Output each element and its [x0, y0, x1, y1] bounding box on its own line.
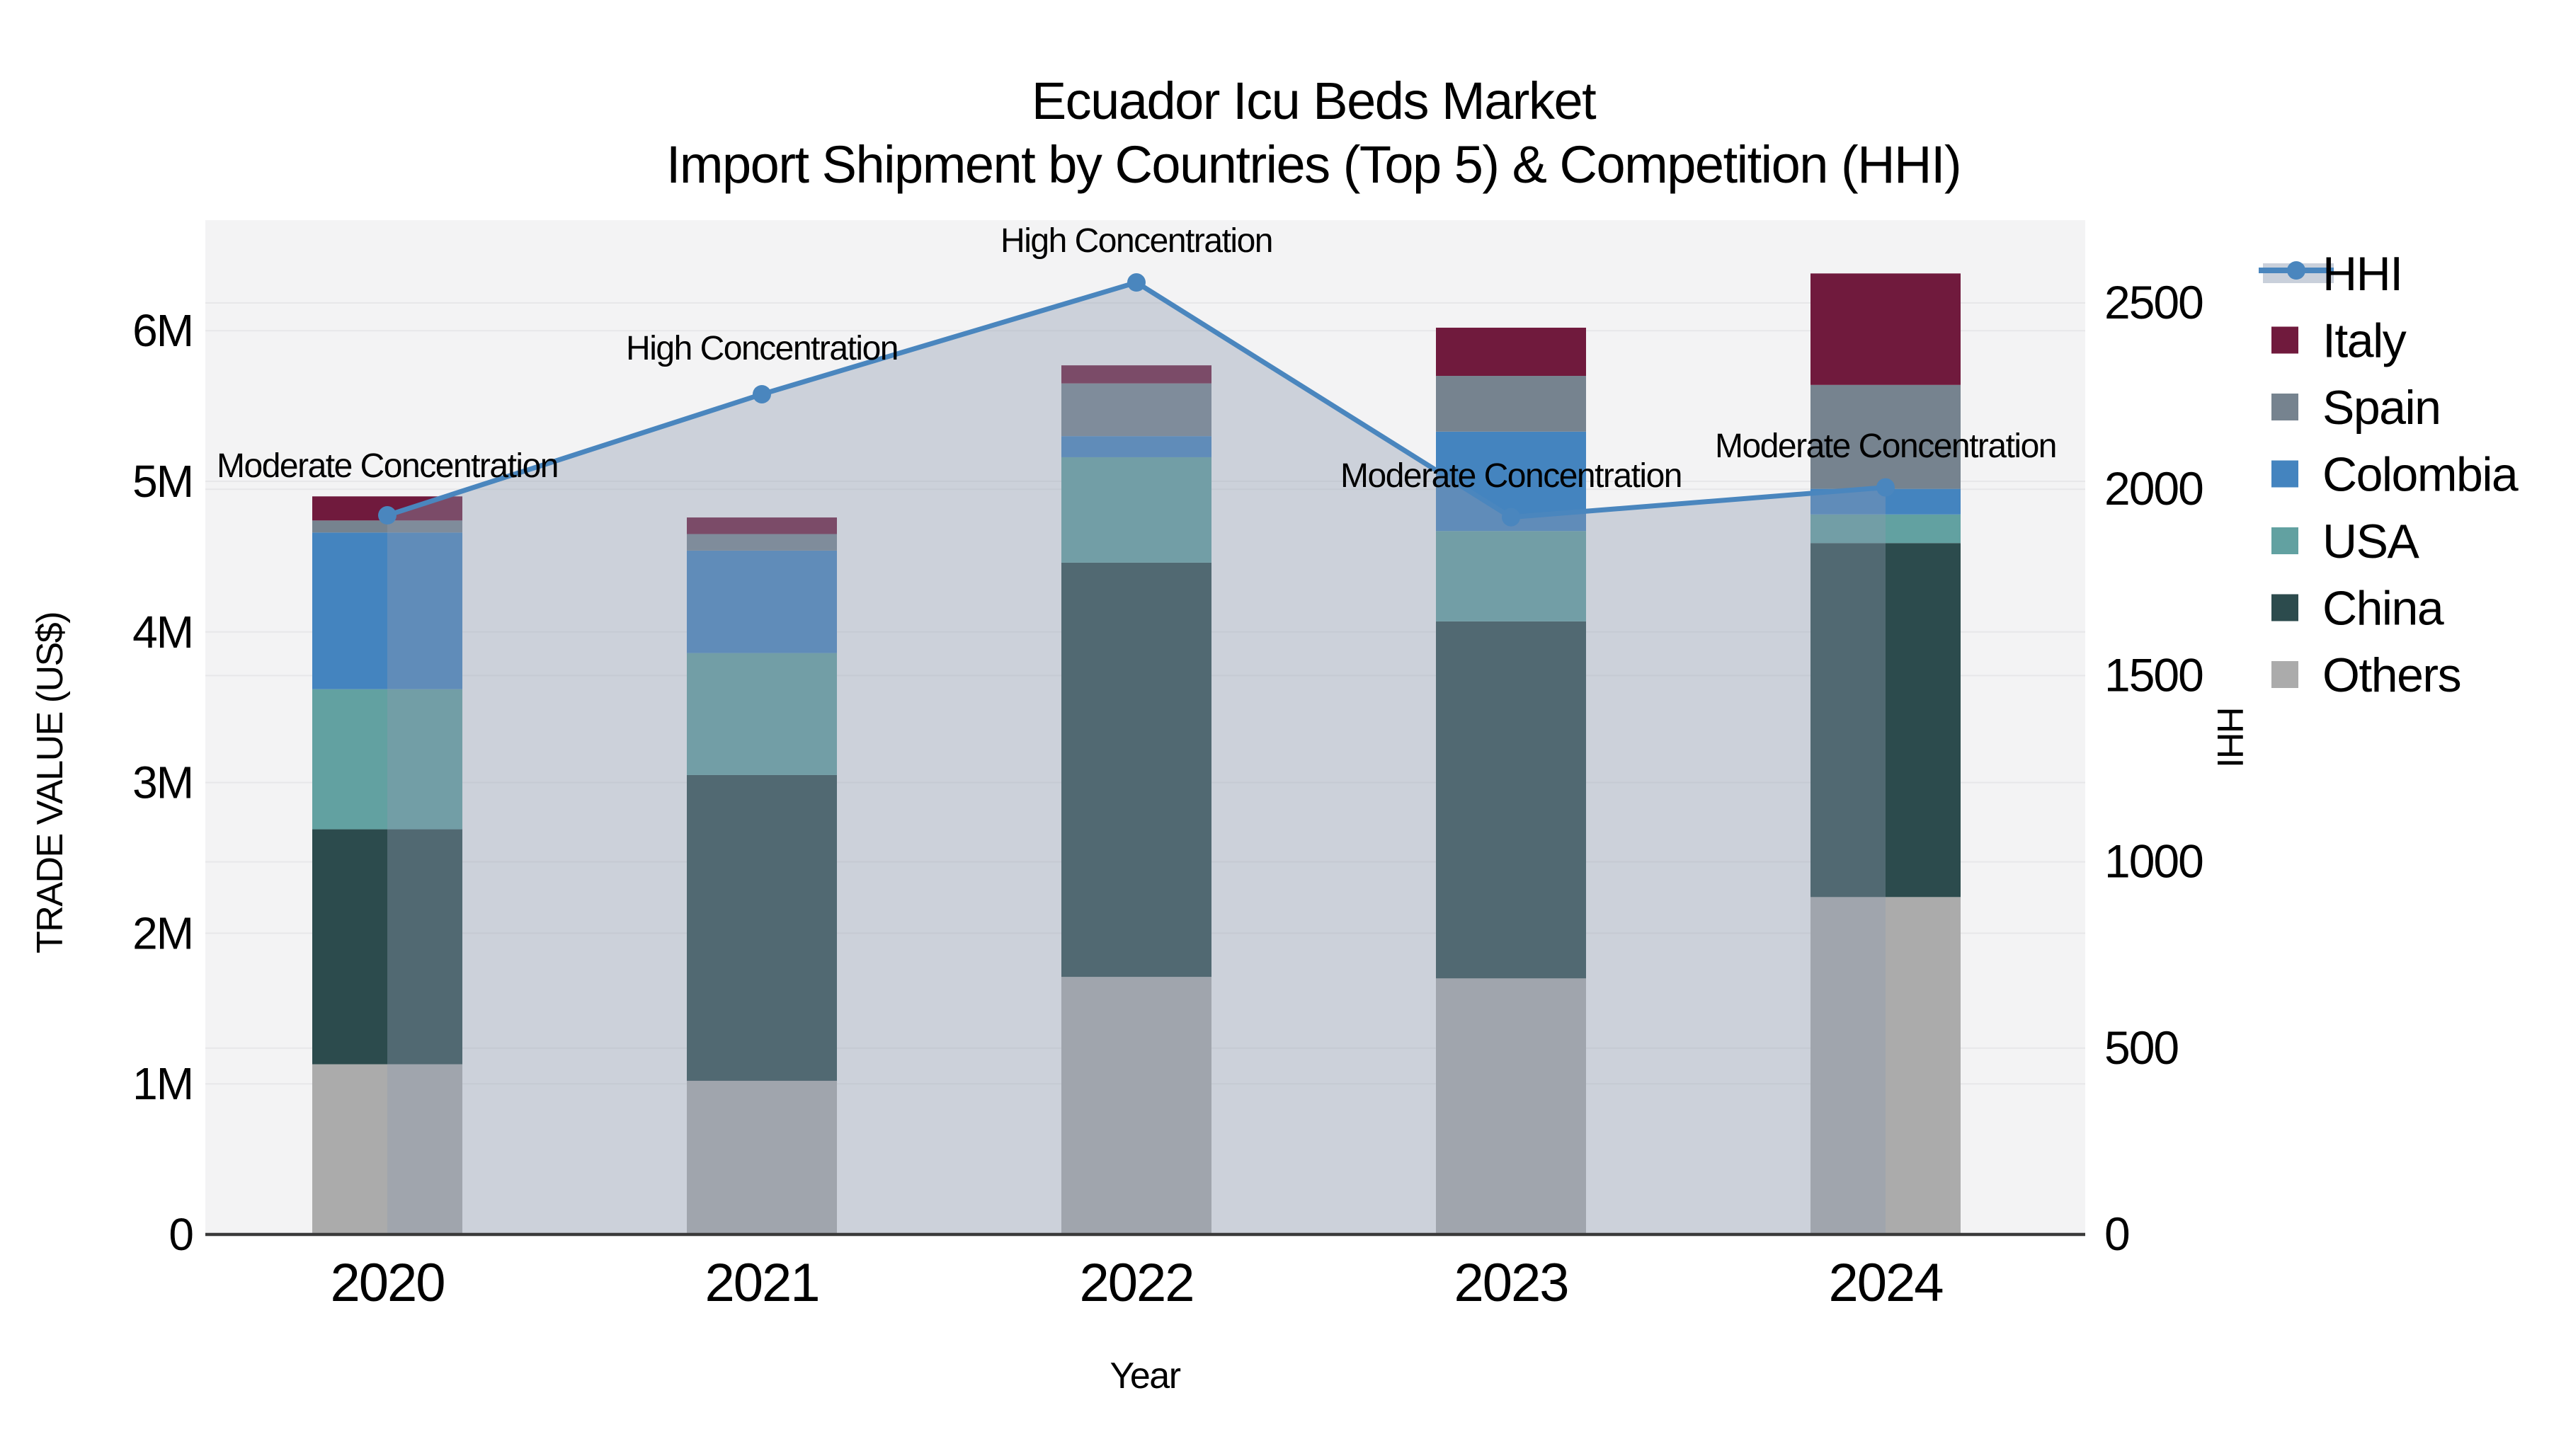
- y-left-tick: 0: [169, 1209, 193, 1260]
- legend-swatch-others: [2271, 661, 2298, 688]
- hhi-marker-2023[interactable]: [1502, 508, 1520, 527]
- bar-2024-spain[interactable]: [1810, 384, 1961, 489]
- chart-subtitle: Import Shipment by Countries (Top 5) & C…: [666, 135, 1961, 194]
- legend-label: Others: [2322, 648, 2460, 702]
- y-left-tick: 4M: [132, 607, 193, 658]
- bar-2021-usa[interactable]: [687, 653, 837, 775]
- bar-2020-colombia[interactable]: [312, 532, 462, 689]
- y-right-tick: 1000: [2104, 835, 2203, 888]
- chart-title: Ecuador Icu Beds Market: [1032, 71, 1597, 130]
- bar-2024-italy[interactable]: [1810, 273, 1961, 385]
- legend-label: Colombia: [2322, 448, 2519, 502]
- bar-2021-italy[interactable]: [687, 517, 837, 534]
- y-left-tick: 5M: [132, 456, 193, 507]
- bar-2023-italy[interactable]: [1436, 327, 1586, 377]
- y-left-tick: 3M: [132, 757, 193, 808]
- y-left-tick: 6M: [132, 305, 193, 356]
- legend-item-spain[interactable]: Spain: [2271, 381, 2441, 435]
- y-right-ticks: 0 500 1000 1500 2000 2500: [2104, 276, 2204, 1260]
- bar-2021-china[interactable]: [687, 774, 837, 1081]
- y-right-axis-title: HHI: [2209, 706, 2250, 767]
- y-left-tick: 2M: [132, 907, 193, 958]
- legend-swatch-italy: [2271, 326, 2298, 354]
- bar-2020-usa[interactable]: [312, 689, 462, 830]
- y-left-axis-title: TRADE VALUE (US$): [30, 612, 71, 953]
- x-tick-2023: 2023: [1454, 1253, 1568, 1313]
- legend-swatch-spain: [2271, 394, 2298, 420]
- legend-item-colombia[interactable]: Colombia: [2271, 448, 2519, 502]
- y-right-tick: 2000: [2104, 462, 2203, 515]
- legend-item-usa[interactable]: USA: [2271, 515, 2421, 568]
- legend-item-hhi[interactable]: HHI: [2259, 247, 2403, 301]
- x-axis-title: Year: [1110, 1355, 1180, 1397]
- annotation-2024: Moderate Concentration: [1715, 428, 2056, 465]
- bar-2022-colombia[interactable]: [1061, 436, 1211, 457]
- bar-2024-others[interactable]: [1810, 897, 1961, 1234]
- bar-2020-others[interactable]: [312, 1064, 462, 1234]
- x-tick-2020: 2020: [330, 1253, 444, 1313]
- bar-2024-china[interactable]: [1810, 543, 1961, 898]
- legend-swatch-usa: [2271, 527, 2298, 554]
- bar-2022-usa[interactable]: [1061, 457, 1211, 563]
- hhi-marker-2020[interactable]: [378, 506, 397, 525]
- bars: [312, 273, 1961, 1234]
- bar-2022-china[interactable]: [1061, 562, 1211, 978]
- bar-2021-others[interactable]: [687, 1080, 837, 1234]
- hhi-marker-2024[interactable]: [1876, 478, 1895, 497]
- bar-2023-china[interactable]: [1436, 621, 1586, 979]
- hhi-marker-2021[interactable]: [753, 384, 771, 403]
- bar-2023-usa[interactable]: [1436, 531, 1586, 621]
- bar-2022-spain[interactable]: [1061, 383, 1211, 437]
- bar-2023-spain[interactable]: [1436, 376, 1586, 432]
- annotation-2021: High Concentration: [626, 330, 898, 367]
- hhi-import-chart: Moderate Concentration High Concentration…: [28, 11, 2549, 1445]
- y-left-tick: 1M: [132, 1058, 193, 1109]
- x-tick-2024: 2024: [1828, 1253, 1943, 1313]
- bar-2022-others[interactable]: [1061, 977, 1211, 1234]
- x-tick-2021: 2021: [705, 1253, 819, 1313]
- legend-swatch-china: [2271, 594, 2298, 621]
- hhi-marker-2022[interactable]: [1127, 273, 1146, 292]
- x-tick-2022: 2022: [1079, 1253, 1193, 1313]
- y-right-tick: 500: [2104, 1021, 2178, 1074]
- bar-2024-usa[interactable]: [1810, 514, 1961, 544]
- legend-label: Italy: [2322, 314, 2407, 368]
- bar-2020-china[interactable]: [312, 829, 462, 1065]
- legend-item-china[interactable]: China: [2271, 582, 2445, 636]
- annotation-2022: High Concentration: [1000, 222, 1272, 260]
- y-right-tick: 1500: [2104, 648, 2203, 701]
- legend-hhi-marker-sample: [2287, 261, 2305, 280]
- chart-canvas: Moderate Concentration High Concentration…: [28, 11, 2549, 1445]
- legend-label: USA: [2322, 515, 2419, 568]
- legend-label: HHI: [2322, 247, 2402, 301]
- bar-2023-others[interactable]: [1436, 978, 1586, 1234]
- legend-swatch-colombia: [2271, 460, 2298, 488]
- y-right-tick: 2500: [2104, 276, 2203, 328]
- bar-2021-colombia[interactable]: [687, 550, 837, 653]
- annotation-2023: Moderate Concentration: [1340, 457, 1682, 495]
- bar-2020-spain[interactable]: [312, 520, 462, 533]
- legend-item-italy[interactable]: Italy: [2271, 314, 2407, 368]
- legend-item-others[interactable]: Others: [2271, 648, 2462, 702]
- annotation-2020: Moderate Concentration: [217, 447, 558, 485]
- y-right-tick: 0: [2104, 1208, 2129, 1260]
- legend-label: Spain: [2322, 381, 2440, 435]
- legend-label: China: [2322, 582, 2444, 636]
- bar-2022-italy[interactable]: [1061, 365, 1211, 384]
- y-left-ticks: 0 1M 2M 3M 4M 5M 6M: [132, 305, 194, 1260]
- bar-2021-spain[interactable]: [687, 534, 837, 551]
- legend: HHI Italy Spain Colombia USA China Others: [2259, 247, 2519, 702]
